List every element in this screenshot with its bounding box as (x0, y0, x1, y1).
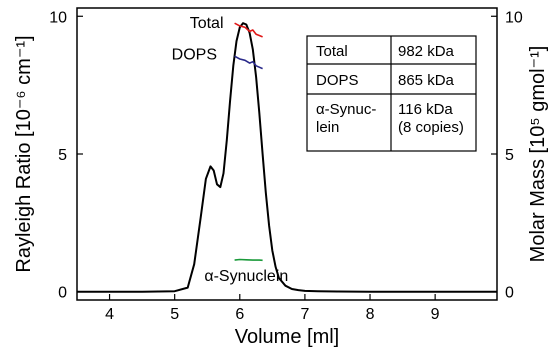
annotation-label-synuclein: α-Synuclein (204, 268, 288, 285)
y-left-tick-label: 10 (49, 9, 67, 26)
table-cell-r2-c0: α-Synuc-lein (316, 101, 376, 136)
annotation-label-dops: DOPS (172, 46, 217, 63)
series-line-rayleigh-ratio (77, 22, 497, 293)
annotation-label-total: Total (190, 15, 224, 32)
x-tick-label: 7 (300, 306, 309, 323)
y-axis-label-right: Molar Mass [10⁵ gmol⁻¹] (527, 46, 549, 263)
x-axis-label: Volume [ml] (235, 326, 339, 348)
x-tick-label: 8 (366, 306, 375, 323)
y-left-tick-label: 0 (58, 285, 67, 302)
series-layer (77, 22, 497, 293)
table-cell-r1-c1: 865 kDa (398, 72, 455, 89)
x-tick-label: 9 (431, 306, 440, 323)
annotations: Total DOPS α-Synuclein (172, 15, 289, 285)
table-cell-r0-c1: 982 kDa (398, 43, 455, 60)
data-table: Total 982 kDa DOPS 865 kDa α-Synuc-lein … (306, 35, 477, 152)
y-right-tick-label: 5 (505, 147, 514, 164)
x-tick-label: 6 (235, 306, 244, 323)
y-right-tick-label: 0 (505, 285, 514, 302)
series-line-synuclein (234, 258, 263, 262)
table-cell-r2-c1: 116 kDa (8 copies) (398, 101, 464, 136)
y-right-tick-label: 10 (505, 9, 523, 26)
ticks: 4 5 6 7 8 9 0 5 10 0 5 10 (49, 9, 523, 323)
y-axis-label-left: Rayleigh Ratio [10⁻⁶ cm⁻¹] (13, 35, 35, 272)
x-tick-label: 5 (170, 306, 179, 323)
x-tick-label: 4 (105, 306, 114, 323)
table-cell-r1-c0: DOPS (316, 72, 359, 89)
y-left-tick-label: 5 (58, 147, 67, 164)
series-line-total (234, 22, 263, 38)
series-line-dops (234, 55, 263, 70)
table-cell-r0-c0: Total (316, 43, 348, 60)
